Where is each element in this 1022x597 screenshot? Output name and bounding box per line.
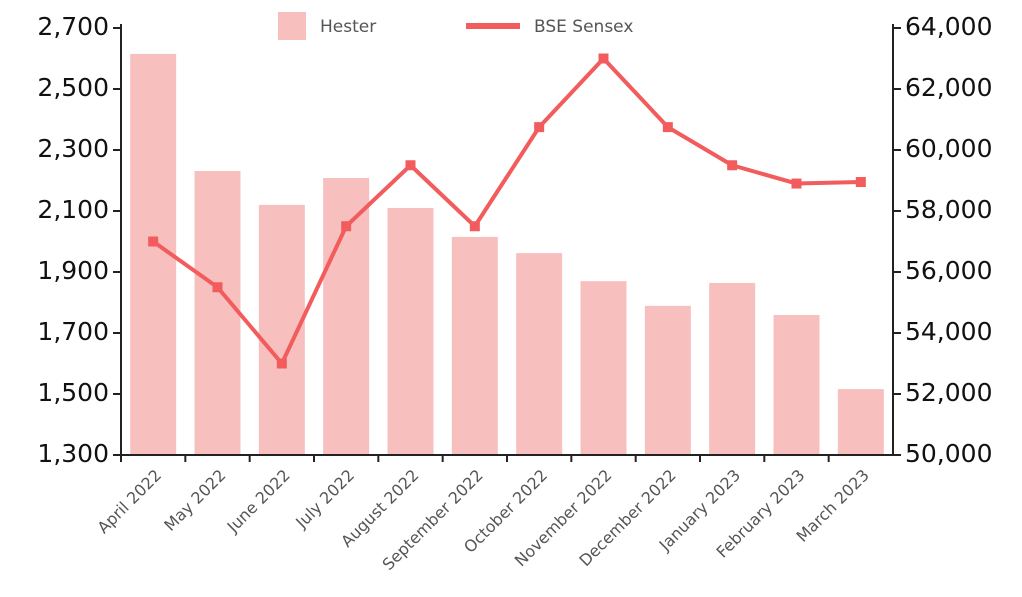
y-tick-label: 1,500 bbox=[37, 378, 109, 407]
bar bbox=[516, 253, 563, 455]
bar bbox=[580, 281, 627, 455]
x-tick-label: April 2022 bbox=[93, 466, 165, 538]
bar bbox=[709, 282, 756, 455]
line-marker bbox=[341, 221, 352, 232]
y2-tick-label: 52,000 bbox=[905, 378, 992, 407]
y2-tick-label: 60,000 bbox=[905, 134, 992, 163]
line-marker bbox=[534, 122, 545, 133]
y-tick-label: 1,300 bbox=[37, 439, 109, 468]
legend-label: BSE Sensex bbox=[534, 17, 633, 37]
line-marker bbox=[791, 178, 802, 189]
bar bbox=[323, 178, 370, 455]
bar bbox=[773, 315, 820, 455]
y-tick-label: 2,700 bbox=[37, 12, 109, 41]
bar bbox=[837, 389, 884, 455]
y2-tick-label: 58,000 bbox=[905, 195, 992, 224]
y-tick-label: 2,100 bbox=[37, 195, 109, 224]
line-marker bbox=[405, 160, 416, 171]
y-tick-label: 2,300 bbox=[37, 134, 109, 163]
bar bbox=[451, 236, 498, 455]
bar bbox=[194, 171, 241, 456]
line-marker bbox=[598, 53, 609, 64]
x-tick-label: July 2022 bbox=[291, 466, 358, 533]
y2-tick-label: 56,000 bbox=[905, 256, 992, 285]
y2-tick-label: 54,000 bbox=[905, 317, 992, 346]
line-marker bbox=[212, 282, 223, 293]
bar bbox=[644, 305, 691, 455]
line-marker bbox=[148, 236, 159, 247]
line-marker bbox=[469, 221, 480, 232]
x-tick-label: May 2022 bbox=[160, 466, 229, 535]
y-tick-label: 1,900 bbox=[37, 256, 109, 285]
legend-swatch bbox=[278, 12, 306, 40]
y-tick-label: 2,500 bbox=[37, 73, 109, 102]
line-marker bbox=[727, 160, 738, 171]
y-tick-label: 1,700 bbox=[37, 317, 109, 346]
y2-tick-label: 62,000 bbox=[905, 73, 992, 102]
line-marker bbox=[276, 358, 287, 369]
y2-tick-label: 64,000 bbox=[905, 12, 992, 41]
x-tick-label: June 2022 bbox=[223, 466, 294, 537]
y2-tick-label: 50,000 bbox=[905, 439, 992, 468]
line bbox=[152, 56, 861, 366]
bar bbox=[387, 207, 434, 455]
legend-label: Hester bbox=[320, 17, 376, 37]
line-marker bbox=[855, 177, 866, 188]
line-marker bbox=[662, 122, 673, 133]
